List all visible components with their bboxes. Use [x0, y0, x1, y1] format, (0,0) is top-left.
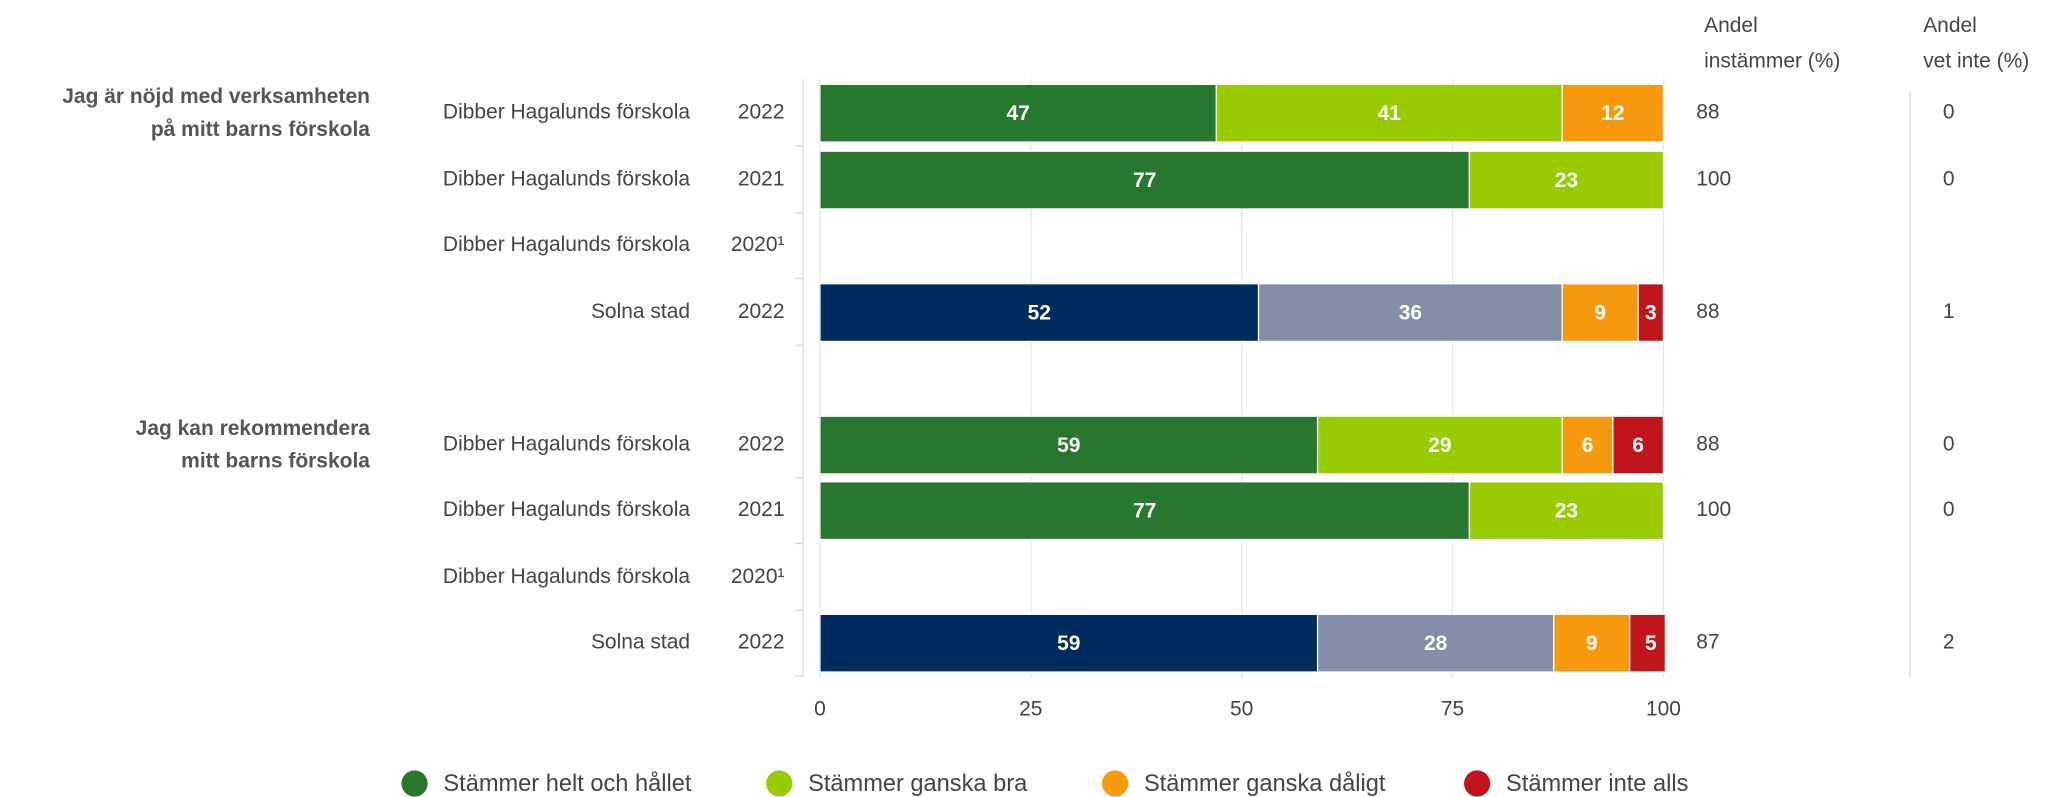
row-label: Solna stad: [591, 300, 690, 323]
segment-label: 36: [1399, 301, 1422, 324]
row-year: 2021: [738, 168, 785, 191]
segment-label: 0: [1663, 500, 1675, 523]
column-header: Andel: [1923, 14, 1977, 37]
segment-label: 0: [1663, 169, 1675, 192]
legend-swatch: [401, 770, 428, 797]
segment-label: 6: [1632, 434, 1644, 457]
row-label: Dibber Hagalunds förskola: [443, 498, 690, 521]
legend-label: Stämmer helt och hållet: [443, 770, 691, 797]
bar-segment: [1468, 481, 1665, 541]
agree-value: 88: [1696, 433, 1719, 456]
x-tick-label: 100: [1646, 698, 1681, 721]
bar-segment: [1561, 283, 1639, 343]
segment-label: 23: [1555, 169, 1578, 192]
agree-value: 88: [1696, 101, 1719, 124]
segment-label: 0: [1663, 169, 1675, 192]
row-label: Dibber Hagalunds förskola: [443, 168, 690, 191]
bar-segment: [1612, 415, 1665, 475]
agree-value: 100: [1696, 168, 1731, 191]
row-year: 2022: [738, 433, 785, 456]
bar-segment: [1561, 415, 1614, 475]
legend-swatch: [1464, 770, 1491, 797]
bar-segment: [819, 283, 1260, 343]
segment-label: 41: [1378, 102, 1402, 125]
row-year: 2022: [738, 631, 785, 654]
legend-label: Stämmer inte alls: [1506, 771, 1688, 797]
segment-label: 47: [1006, 102, 1029, 125]
row-year: 2022: [738, 101, 785, 124]
segment-label: 59: [1057, 632, 1080, 655]
segment-label: 0: [1663, 102, 1675, 125]
bar-segment: [819, 481, 1471, 541]
row-label: Dibber Hagalunds förskola: [443, 433, 690, 456]
segment-label: 5: [1645, 632, 1657, 655]
column-header: vet inte (%): [1923, 50, 2029, 73]
segment-label: 3: [1645, 301, 1657, 324]
row-year: 2021: [738, 498, 785, 521]
legend-swatch: [1101, 770, 1129, 797]
x-tick-label: 0: [814, 698, 826, 721]
segment-label: 77: [1133, 500, 1156, 523]
dont-know-value: 0: [1943, 101, 1955, 124]
segment-label: 52: [1028, 301, 1051, 324]
legend-label: Stämmer ganska dåligt: [1144, 770, 1386, 797]
bar-segment: [1561, 83, 1665, 143]
bar-segment: [1468, 150, 1665, 210]
dont-know-value: 2: [1943, 631, 1955, 654]
row-label: Solna stad: [591, 631, 690, 654]
segment-label: 77: [1133, 169, 1156, 192]
column-header: instämmer (%): [1704, 50, 1840, 73]
segment-label: 23: [1555, 500, 1578, 523]
agree-value: 88: [1696, 300, 1719, 323]
row-year: 2020¹: [731, 565, 785, 588]
segment-label: 6: [1582, 434, 1594, 457]
segment-label: 0: [1663, 500, 1675, 523]
row-label: Dibber Hagalunds förskola: [443, 101, 690, 124]
bar-segment: [1629, 613, 1665, 673]
bar-segment: [1637, 283, 1665, 343]
bar-segment: [819, 613, 1319, 673]
row-label: Dibber Hagalunds förskola: [443, 233, 690, 256]
dont-know-value: 0: [1943, 168, 1955, 191]
segment-label: 29: [1428, 434, 1451, 457]
x-tick-label: 25: [1019, 698, 1042, 721]
bar-segment: [1215, 83, 1563, 143]
segment-label: 12: [1601, 102, 1624, 125]
segment-label: 9: [1586, 632, 1598, 655]
row-year: 2020¹: [731, 233, 785, 256]
question-label: på mitt barns förskola: [151, 118, 370, 141]
segment-label: 28: [1424, 632, 1448, 655]
x-tick-label: 75: [1441, 698, 1464, 721]
agree-value: 100: [1696, 498, 1731, 521]
row-label: Dibber Hagalunds förskola: [443, 565, 690, 588]
dont-know-value: 0: [1943, 498, 1955, 521]
dont-know-value: 1: [1943, 300, 1955, 323]
x-tick-label: 50: [1230, 698, 1253, 721]
segment-label: 9: [1594, 301, 1606, 324]
row-year: 2022: [738, 300, 785, 323]
segment-label: 59: [1057, 434, 1080, 457]
legend-label: Stämmer ganska bra: [808, 771, 1028, 797]
bar-segment: [1257, 283, 1563, 343]
bar-segment: [819, 415, 1319, 475]
bar-segment: [1316, 613, 1555, 673]
question-label: Jag är nöjd med verksamheten: [62, 85, 370, 108]
question-label: Jag kan rekommendera: [136, 417, 371, 440]
column-header: Andel: [1704, 14, 1758, 37]
question-label: mitt barns förskola: [181, 450, 370, 473]
agree-value: 87: [1696, 631, 1719, 654]
bar-segment: [1316, 415, 1563, 475]
dont-know-value: 0: [1943, 433, 1955, 456]
bar-segment: [1553, 613, 1631, 673]
legend-swatch: [766, 770, 793, 797]
